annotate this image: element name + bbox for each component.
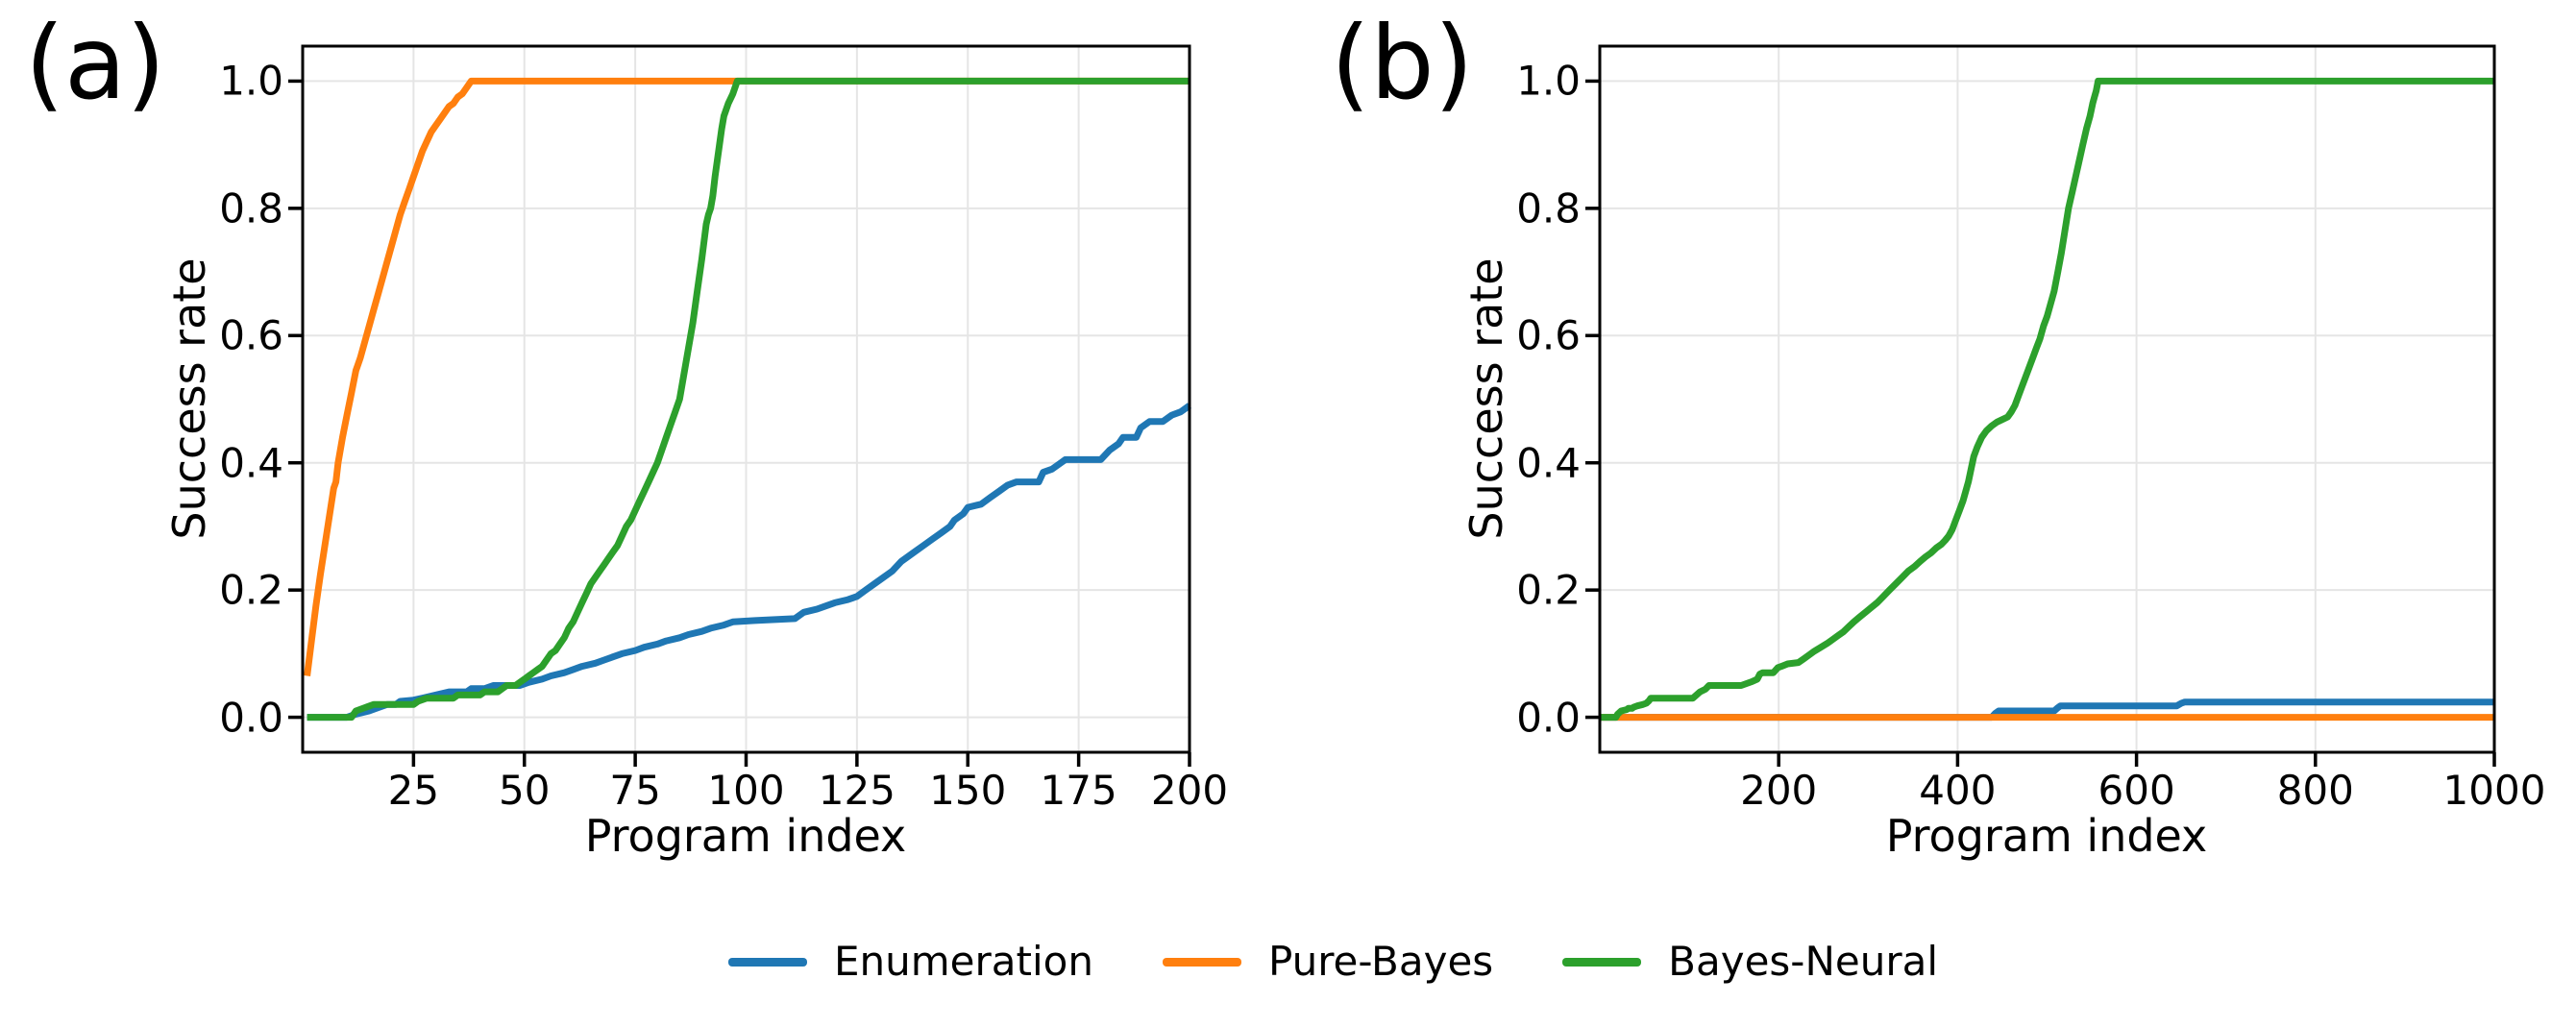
legend: Enumeration Pure-Bayes Bayes-Neural: [0, 938, 2576, 986]
x-axis-label-a: Program index: [584, 810, 907, 862]
x-tick-label: 200: [1740, 767, 1818, 814]
legend-label-enumeration: Enumeration: [833, 938, 1093, 985]
y-tick-label: 0.8: [219, 184, 283, 233]
y-tick-label: 0.2: [219, 566, 283, 614]
x-axis-label-b: Program index: [1885, 810, 2208, 862]
panel-label-b: (b): [1331, 5, 1474, 122]
y-tick-label: 0.4: [219, 439, 283, 487]
x-tick-label: 150: [929, 767, 1007, 814]
panel-label-a: (a): [25, 5, 166, 122]
y-tick-label: 0.6: [219, 311, 283, 359]
x-tick-label: 400: [1919, 767, 1997, 814]
y-tick-label: 0.2: [1516, 566, 1581, 614]
series-line-enumeration: [307, 403, 1192, 722]
y-tick-label: 0.0: [1516, 694, 1581, 742]
legend-label-pure-bayes: Pure-Bayes: [1267, 938, 1494, 985]
axes-border: [1598, 44, 2496, 754]
series-line-pure-bayes: [304, 77, 1190, 676]
x-tick-label: 125: [818, 767, 895, 814]
legend-item-pure-bayes: Pure-Bayes: [1162, 938, 1494, 986]
legend-item-bayes-neural: Bayes-Neural: [1562, 938, 1938, 986]
x-tick-label: 50: [499, 767, 551, 814]
x-tick-label: 600: [2098, 767, 2175, 814]
y-axis-label-b: Success rate: [1460, 257, 1512, 540]
x-tick-label: 1000: [2442, 767, 2546, 814]
legend-label-bayes-neural: Bayes-Neural: [1668, 938, 1939, 985]
y-tick-label: 0.8: [1516, 184, 1581, 233]
y-axis-label-a: Success rate: [163, 257, 215, 540]
y-tick-label: 0.0: [219, 694, 283, 742]
series-line-bayes-neural: [1600, 77, 2494, 722]
y-tick-label: 1.0: [219, 57, 283, 105]
legend-item-enumeration: Enumeration: [727, 938, 1093, 986]
enumeration-line-swatch: [727, 957, 807, 967]
pure-bayes-line-swatch: [1162, 957, 1241, 967]
y-tick-label: 0.6: [1516, 311, 1581, 359]
x-tick-label: 25: [387, 767, 440, 814]
y-tick-label: 1.0: [1516, 57, 1581, 105]
x-tick-label: 75: [609, 767, 661, 814]
x-tick-label: 100: [707, 767, 785, 814]
x-tick-label: 200: [1150, 767, 1229, 814]
x-tick-label: 175: [1040, 767, 1117, 814]
bayes-neural-line-swatch: [1562, 957, 1642, 967]
y-tick-label: 0.4: [1516, 439, 1581, 487]
series-line-bayes-neural: [307, 77, 1190, 722]
x-tick-label: 800: [2276, 767, 2354, 814]
